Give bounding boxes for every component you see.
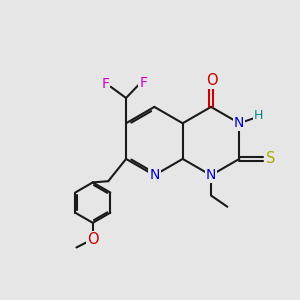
Text: F: F bbox=[139, 76, 147, 89]
Text: N: N bbox=[233, 116, 244, 130]
Text: S: S bbox=[266, 152, 275, 166]
Text: H: H bbox=[254, 109, 263, 122]
Text: N: N bbox=[206, 168, 216, 182]
Text: N: N bbox=[149, 168, 160, 182]
Text: O: O bbox=[206, 73, 218, 88]
Text: O: O bbox=[87, 232, 99, 247]
Text: F: F bbox=[101, 77, 109, 91]
